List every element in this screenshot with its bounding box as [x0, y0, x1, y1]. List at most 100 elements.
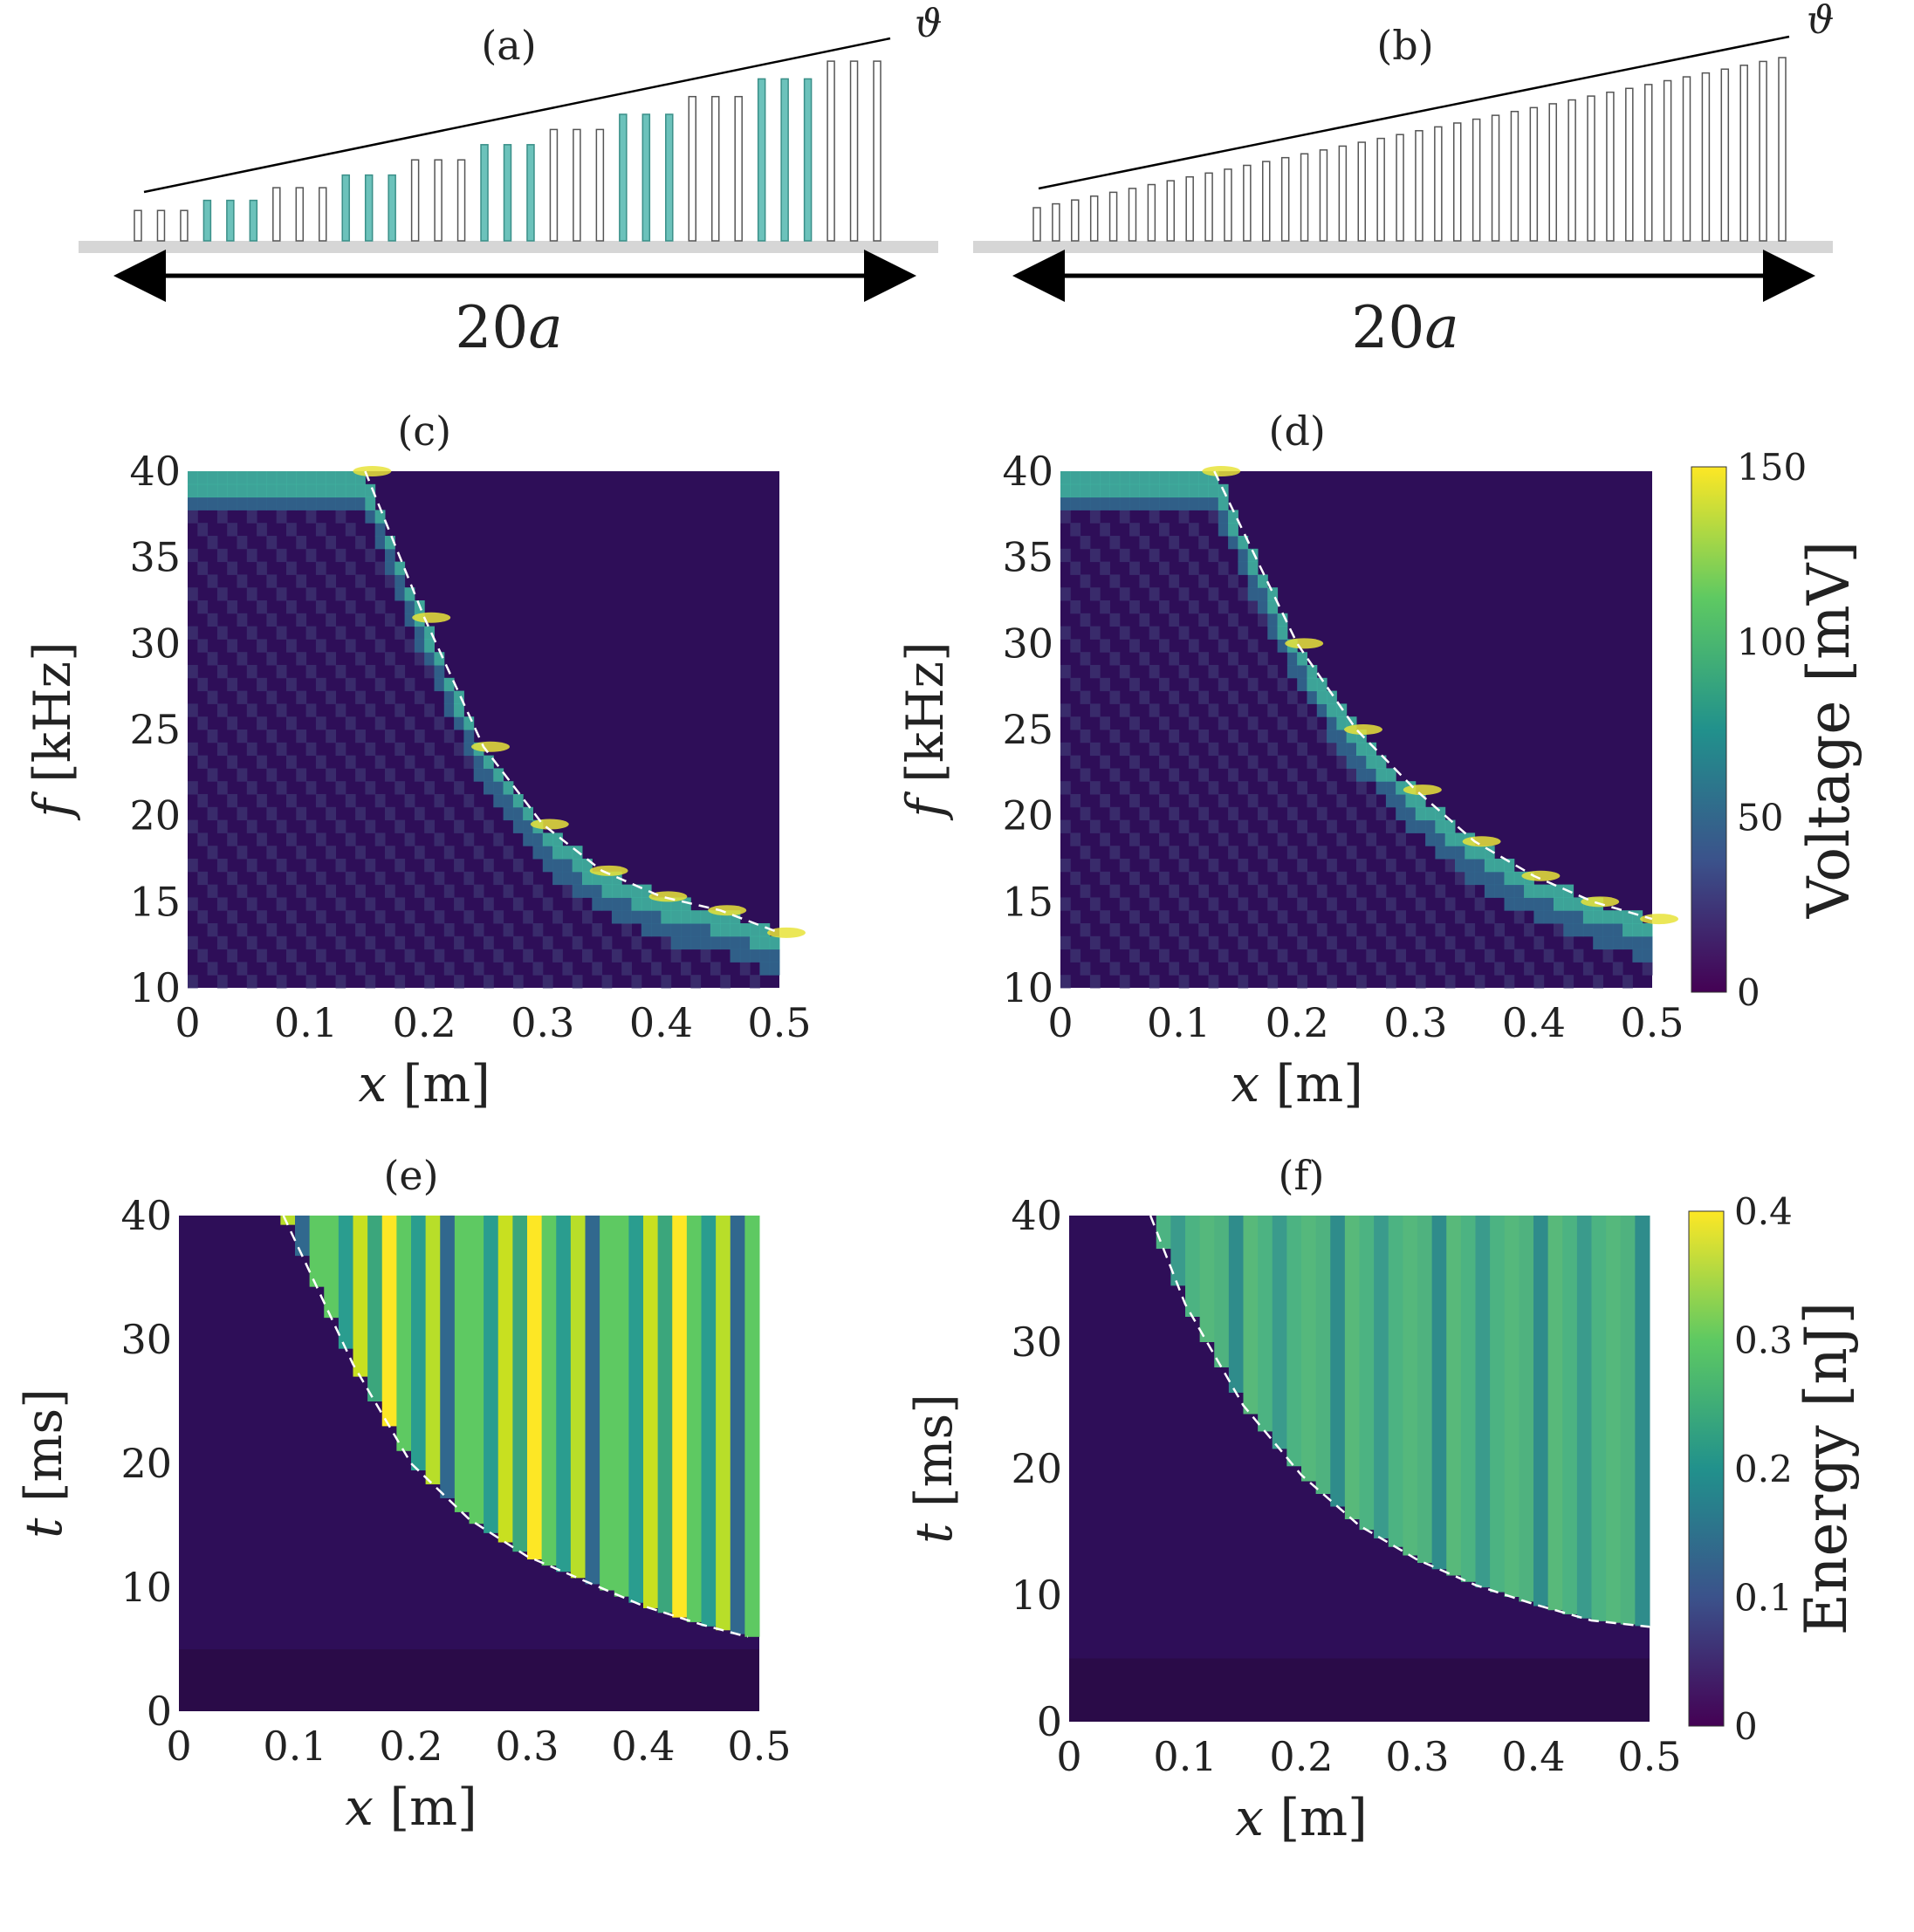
chart-d-cell — [1396, 871, 1406, 886]
panel-b-theta: ϑ — [1807, 0, 1834, 43]
chart-c-cell — [257, 794, 267, 808]
chart-c-cell — [473, 846, 484, 860]
chart-d-cell — [1208, 483, 1219, 498]
chart-d-cell — [1504, 897, 1515, 911]
chart-d-cell — [1267, 703, 1279, 717]
chart-d-cell — [1198, 806, 1209, 821]
chart-d-cell — [1267, 859, 1279, 873]
chart-d-cell — [1286, 730, 1298, 743]
chart-c-cell — [315, 483, 326, 498]
chart-d-cell — [1238, 587, 1249, 601]
chart-f-colorbar-tick: 0.4 — [1734, 1190, 1793, 1233]
chart-c-cell — [523, 949, 533, 963]
panel-b-slope-line — [1038, 35, 1790, 190]
chart-d-cell — [1435, 832, 1446, 846]
chart-d-cell — [1455, 949, 1465, 963]
chart-c-cell — [246, 587, 257, 601]
chart-d-cell — [1169, 497, 1180, 510]
chart-f-column — [1533, 1216, 1549, 1607]
chart-d-cell — [1602, 935, 1614, 950]
chart-d-ytick: 30 — [1002, 620, 1053, 667]
chart-d-cell — [1543, 949, 1554, 963]
chart-c-cell — [326, 652, 336, 666]
chart-d-cell — [1327, 730, 1337, 743]
chart-d-cell — [1286, 806, 1298, 821]
chart-c-cell — [493, 781, 504, 795]
chart-d-cell — [1366, 755, 1377, 769]
chart-c-cell — [759, 935, 771, 950]
chart-c-cell — [542, 859, 553, 873]
chart-d-cell — [1060, 497, 1071, 510]
chart-d-cell — [1129, 794, 1140, 808]
chart-d-cell — [1405, 962, 1417, 976]
chart-d-cell — [1425, 832, 1436, 846]
chart-d-cell — [1484, 871, 1495, 886]
chart-d-cell — [1277, 613, 1288, 627]
chart-c-cell — [710, 910, 721, 924]
chart-c-hotspot — [412, 612, 451, 623]
chart-c-cell — [641, 949, 652, 963]
chart-d-cell — [1415, 859, 1426, 873]
panel-a-bar-25 — [710, 95, 720, 242]
chart-d-cell — [1080, 497, 1091, 510]
chart-d-cell — [1484, 949, 1495, 963]
chart-d-cell — [1356, 975, 1367, 989]
chart-d-xlabel: x [m] — [1231, 1054, 1362, 1113]
chart-c-cell — [345, 471, 356, 485]
chart-c-cell — [601, 975, 613, 989]
chart-d-ytick: 20 — [1002, 792, 1053, 839]
chart-c-cell — [700, 910, 711, 924]
chart-c-cell — [315, 639, 326, 653]
chart-c-cell — [207, 536, 218, 550]
chart-d-cell — [1070, 755, 1081, 769]
chart-c-cell — [237, 497, 248, 510]
chart-c-cell — [315, 523, 326, 537]
chart-c-cell — [424, 665, 435, 679]
chart-c-cell — [188, 665, 198, 679]
chart-d-cell — [1435, 923, 1446, 937]
chart-d-cell — [1119, 781, 1130, 795]
panel-b-bar-39 — [1778, 57, 1787, 242]
chart-e-column — [469, 1216, 484, 1524]
chart-c-cell — [216, 975, 228, 989]
chart-c-cell — [345, 755, 356, 769]
chart-c-cell — [503, 923, 514, 937]
chart-c-cell — [335, 510, 346, 524]
chart-c-cell — [601, 871, 613, 886]
chart-c-cell — [355, 846, 366, 860]
chart-d-cell — [1218, 677, 1229, 692]
chart-d-cell — [1484, 910, 1495, 924]
panel-a-bar-1 — [156, 209, 166, 242]
chart-c-cell — [631, 884, 642, 898]
chart-d-cell — [1218, 561, 1229, 575]
chart-f-xtick: 0 — [1056, 1733, 1081, 1780]
chart-c-cell — [374, 523, 386, 537]
chart-d-cell — [1070, 471, 1081, 485]
chart-c-cell — [463, 755, 475, 769]
chart-d-cell — [1149, 703, 1160, 717]
chart-c-cell — [246, 742, 257, 757]
chart-d-cell — [1593, 910, 1603, 924]
chart-c-cell — [454, 935, 464, 950]
chart-c-cell — [227, 600, 237, 614]
chart-d-cell — [1356, 768, 1367, 782]
chart-d-cell — [1286, 690, 1298, 704]
chart-c-cell — [276, 510, 287, 524]
chart-f-ytick: 20 — [1011, 1445, 1062, 1492]
chart-c-cell — [661, 935, 672, 950]
chart-d-cell — [1582, 923, 1594, 937]
chart-c-cell — [424, 819, 435, 833]
chart-d-cell — [1474, 975, 1485, 989]
chart-c-cell — [365, 587, 376, 601]
chart-d-cell — [1336, 871, 1348, 886]
panel-a-base — [79, 241, 938, 253]
chart-c-cell — [197, 871, 209, 886]
chart-c-cell — [345, 523, 356, 537]
chart-d-cell — [1169, 923, 1180, 937]
chart-c-cell — [296, 497, 307, 510]
chart-d-cell — [1178, 510, 1190, 524]
chart-d-hotspot — [1581, 896, 1620, 908]
chart-d-ytick: 35 — [1002, 534, 1053, 581]
chart-e-column — [556, 1216, 572, 1572]
chart-c-cell — [424, 626, 435, 640]
